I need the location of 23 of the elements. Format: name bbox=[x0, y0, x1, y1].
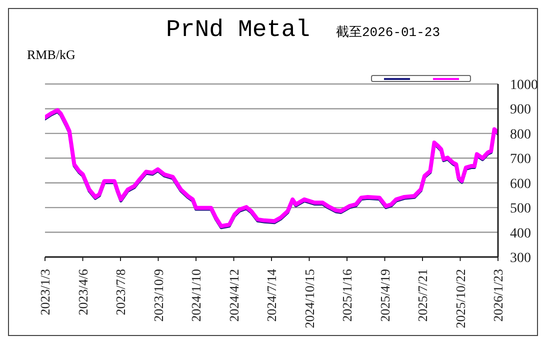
y-tick-label: 700 bbox=[510, 152, 531, 168]
x-tick-label: 2025/1/16 bbox=[340, 268, 354, 322]
x-tick-label: 2024/1/10 bbox=[188, 269, 204, 322]
chart-title: PrNd Metal bbox=[166, 17, 310, 44]
y-tick-label: 800 bbox=[510, 127, 531, 142]
y-tick-label: 900 bbox=[510, 102, 531, 118]
y-tick-label: 400 bbox=[510, 226, 531, 242]
x-tick-label: 2024/7/14 bbox=[264, 268, 279, 322]
x-tick-label: 2025/7/21 bbox=[415, 269, 430, 322]
x-tick-label: 2025/10/22 bbox=[452, 269, 468, 328]
x-tick-label: 2023/7/8 bbox=[113, 269, 128, 316]
x-tick-label: 2023/1/3 bbox=[38, 269, 52, 316]
x-tick-label: 2023/4/6 bbox=[75, 268, 90, 316]
x-tick-label: 2026/1/23 bbox=[490, 269, 506, 322]
y-tick-label: 600 bbox=[510, 176, 531, 192]
x-tick-label: 2024/4/12 bbox=[226, 269, 242, 322]
y-tick-label: 500 bbox=[510, 202, 531, 217]
x-tick-label: 2025/4/19 bbox=[377, 269, 392, 322]
y-axis-title: RMB/kG bbox=[27, 47, 76, 63]
y-tick-label: 300 bbox=[510, 250, 531, 266]
x-tick-label: 2023/10/9 bbox=[150, 269, 166, 322]
x-tick-label: 2024/10/15 bbox=[302, 269, 317, 328]
chart-subtitle: 截至2026-01-23 bbox=[336, 25, 440, 40]
